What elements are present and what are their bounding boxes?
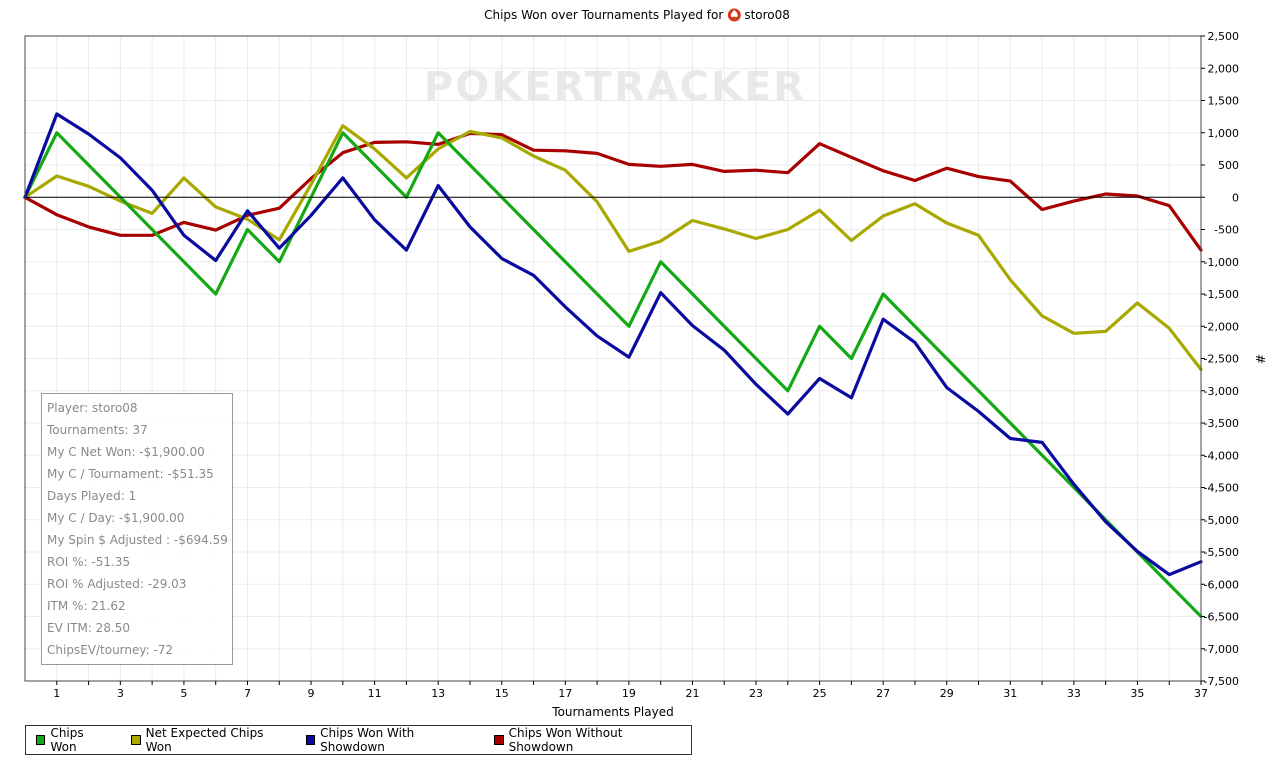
legend-swatch — [36, 735, 46, 745]
x-tick-label: 19 — [622, 687, 636, 700]
stats-line-tournaments: Tournaments: 37 — [47, 423, 148, 437]
stats-line-per-tournament: My C / Tournament: -$51.35 — [47, 467, 214, 481]
x-tick-label: 13 — [431, 687, 445, 700]
legend-swatch — [494, 735, 504, 745]
legend-item-net-expected[interactable]: Net Expected Chips Won — [131, 726, 283, 754]
x-tick-label: 15 — [495, 687, 509, 700]
y-tick-label: -6,000 — [1204, 578, 1239, 591]
legend: Chips Won Net Expected Chips Won Chips W… — [25, 725, 692, 755]
x-tick-label: 33 — [1067, 687, 1081, 700]
y-tick-label: -2,500 — [1204, 353, 1239, 366]
y-tick-label: -7,000 — [1204, 643, 1239, 656]
y-tick-label: 1,500 — [1208, 95, 1240, 108]
legend-label: Net Expected Chips Won — [145, 726, 264, 754]
legend-label: Chips Won Without Showdown — [508, 726, 623, 754]
x-tick-label: 29 — [940, 687, 954, 700]
y-tick-label: -1,000 — [1204, 256, 1239, 269]
x-tick-label: 27 — [876, 687, 890, 700]
series-line-3 — [23, 112, 1203, 577]
y-tick-label: 500 — [1218, 159, 1239, 172]
y-tick-label: -5,000 — [1204, 514, 1239, 527]
x-tick-label: 35 — [1130, 687, 1144, 700]
watermark-logo: POKERTRACKER — [424, 64, 806, 110]
series-line-4 — [23, 131, 1203, 252]
series-lines — [23, 112, 1203, 619]
x-tick-label: 3 — [117, 687, 124, 700]
y-tick-label: -2,000 — [1204, 320, 1239, 333]
x-tick-label: 9 — [308, 687, 315, 700]
stats-line-per-day: My C / Day: -$1,900.00 — [47, 511, 185, 525]
y-tick-label: -4,500 — [1204, 482, 1239, 495]
chart-title-player: storo08 — [744, 8, 790, 22]
legend-label: Chips Won With Showdown — [320, 726, 415, 754]
legend-swatch — [305, 735, 316, 745]
y-axis-ticks: 2,500 2,000 1,500 1,000 500 0 -500 -1,000 -1,500… — [1201, 30, 1239, 688]
y-tick-label: 0 — [1232, 191, 1239, 204]
y-tick-label: -500 — [1214, 224, 1239, 237]
stats-line-roi: ROI %: -51.35 — [47, 555, 131, 569]
x-tick-label: 17 — [558, 687, 572, 700]
x-tick-label: 21 — [685, 687, 699, 700]
legend-label: Chips Won — [50, 726, 84, 754]
legend-swatch — [131, 735, 141, 745]
y-tick-label: -1,500 — [1204, 288, 1239, 301]
x-tick-label: 23 — [749, 687, 763, 700]
y-axis-label: # — [1253, 354, 1267, 364]
x-tick-label: 25 — [813, 687, 827, 700]
y-tick-label: -5,500 — [1204, 546, 1239, 559]
y-tick-label: -7,500 — [1204, 675, 1239, 688]
x-tick-label: 37 — [1194, 687, 1208, 700]
y-tick-label: -3,000 — [1204, 385, 1239, 398]
y-tick-label: 2,000 — [1208, 62, 1240, 75]
x-axis-ticks: 1 3 5 7 9 11 13 15 17 19 21 23 25 27 29 31 33 35 37 — [53, 681, 1208, 700]
stats-line-net-won: My C Net Won: -$1,900.00 — [47, 445, 205, 459]
y-tick-label: 2,500 — [1208, 30, 1240, 43]
legend-item-without-showdown[interactable]: Chips Won Without Showdown — [494, 726, 679, 754]
stats-line-days-played: Days Played: 1 — [47, 489, 137, 503]
series-line-1 — [23, 131, 1203, 619]
x-tick-label: 7 — [244, 687, 251, 700]
stats-line-chipsev: ChipsEV/tourney: -72 — [47, 643, 174, 657]
x-tick-label: 5 — [180, 687, 187, 700]
x-axis-label: Tournaments Played — [551, 705, 673, 719]
stats-line-itm: ITM %: 21.62 — [47, 599, 126, 613]
stats-line-spin-adjusted: My Spin $ Adjusted : -$694.59 — [47, 533, 228, 547]
legend-item-with-showdown[interactable]: Chips Won With Showdown — [305, 726, 472, 754]
icon-spade — [730, 10, 738, 18]
x-tick-label: 1 — [53, 687, 60, 700]
stats-line-ev-itm: EV ITM: 28.50 — [47, 621, 131, 635]
y-tick-label: -3,500 — [1204, 417, 1239, 430]
series-line-2 — [23, 124, 1203, 372]
legend-item-chips-won[interactable]: Chips Won — [36, 726, 109, 754]
x-tick-label: 31 — [1003, 687, 1017, 700]
poker-spade-icon — [727, 8, 741, 22]
y-tick-label: 1,000 — [1208, 127, 1240, 140]
y-tick-label: -4,000 — [1204, 449, 1239, 462]
chart-title: Chips Won over Tournaments Played for — [484, 8, 723, 22]
stats-line-roi-adjusted: ROI % Adjusted: -29.03 — [47, 577, 187, 591]
y-tick-label: -6,500 — [1204, 611, 1239, 624]
x-tick-label: 11 — [368, 687, 382, 700]
stats-line-player: Player: storo08 — [47, 401, 138, 415]
stats-box: Player: storo08 Tournaments: 37 My C Net… — [41, 393, 233, 665]
